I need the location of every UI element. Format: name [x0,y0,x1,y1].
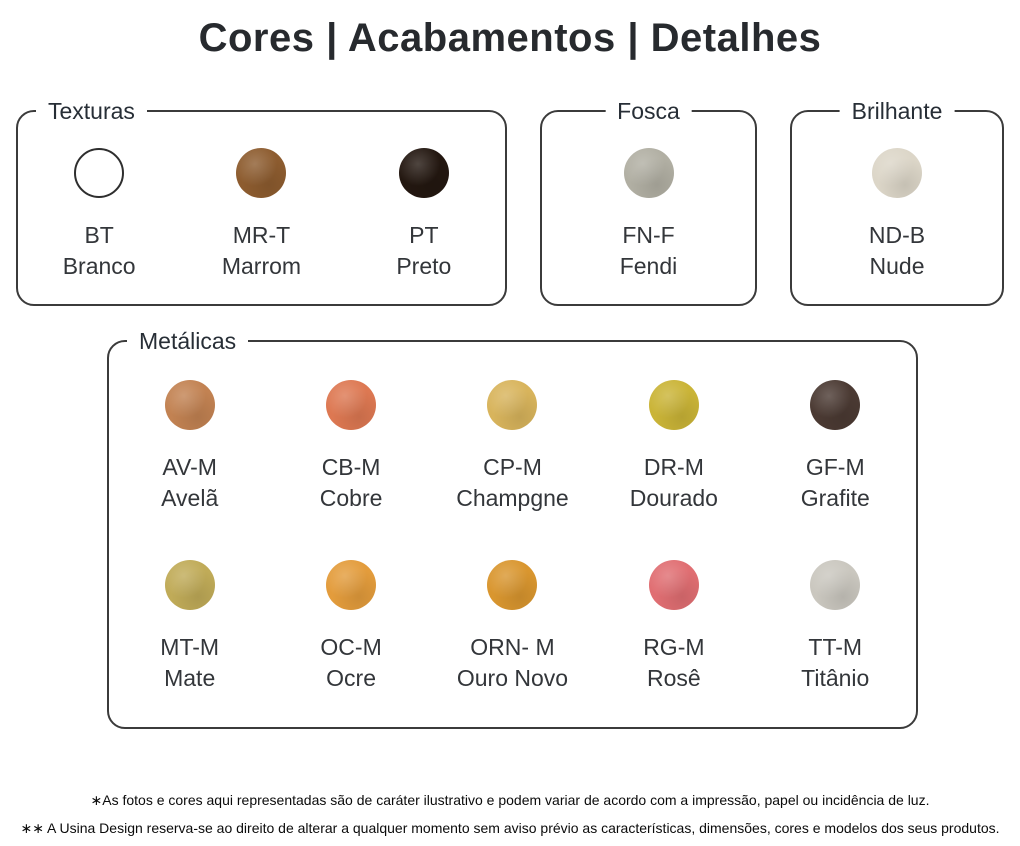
color-dot-mate [164,560,215,610]
color-dot-marrom [236,148,287,198]
swatch-code: MR-T [232,222,291,248]
swatch-name: Titânio [801,665,870,691]
swatch-pt-preto: PT Preto [362,148,486,280]
swatch-code: MT-M [160,634,220,660]
color-dot-nude [872,148,922,198]
swatch-name: Rosê [647,665,701,691]
swatch-ornm-ouro-novo: ORN- M Ouro Novo [450,560,574,692]
fosca-swatch-row: FN-F Fendi [542,148,755,280]
color-dot-titanio [810,560,861,610]
section-brilhante-label: Brilhante [839,95,955,127]
swatch-code: GF-M [805,454,865,480]
swatch-name: Branco [62,253,136,279]
swatch-code: TT-M [808,634,863,660]
swatch-fnf-fendi: FN-F Fendi [587,148,711,280]
swatch-gfm-grafite: GF-M Grafite [773,380,897,512]
swatch-name: Ouro Novo [456,665,569,691]
swatch-code: ORN- M [470,634,555,660]
swatch-ndb-nude: ND-B Nude [835,148,959,280]
section-fosca-label: Fosca [605,95,692,127]
swatch-code: FN-F [622,222,675,248]
page-title: Cores | Acabamentos | Detalhes [198,16,822,60]
color-dot-rose [648,560,699,610]
color-dot-branco [74,148,125,198]
brilhante-swatch-row: ND-B Nude [792,148,1002,280]
color-dot-ouro-novo [487,560,538,610]
swatch-code: AV-M [162,454,217,480]
swatch-code: CB-M [321,454,381,480]
color-dot-cobre [326,380,377,430]
swatch-name: Ocre [326,665,376,691]
footnote-illustrative: ∗As fotos e cores aqui representadas são… [90,792,930,808]
swatch-name: Cobre [319,485,383,511]
swatch-code: DR-M [643,454,704,480]
swatch-code: OC-M [320,634,382,660]
swatch-avm-avela: AV-M Avelã [128,380,252,512]
swatch-cpm-champgne: CP-M Champgne [450,380,574,512]
footnote-rights: ∗∗ A Usina Design reserva-se ao direito … [20,820,1000,836]
swatch-ocm-ocre: OC-M Ocre [289,560,413,692]
swatch-code: BT [84,222,114,248]
swatch-bt-branco: BT Branco [37,148,161,280]
swatch-code: RG-M [643,634,705,660]
section-fosca: Fosca FN-F Fendi [540,95,757,306]
swatch-name: Fendi [619,253,678,279]
color-dot-ocre [326,560,377,610]
footnotes: ∗As fotos e cores aqui representadas são… [0,786,1020,842]
swatch-ttm-titanio: TT-M Titânio [773,560,897,692]
section-metalicas-label: Metálicas [127,325,249,357]
swatch-name: Marrom [221,253,302,279]
metalicas-row-2: MT-M Mate OC-M Ocre ORN- M Ouro Novo RG-… [109,560,916,692]
swatch-name: Avelã [161,485,219,511]
swatch-mrt-marrom: MR-T Marrom [199,148,323,280]
swatch-name: Mate [164,665,216,691]
swatch-drm-dourado: DR-M Dourado [612,380,736,512]
section-brilhante: Brilhante ND-B Nude [790,95,1004,306]
section-metalicas: Metálicas AV-M Avelã CB-M Cobre CP-M Cha… [107,325,918,729]
color-dot-preto [398,148,449,198]
color-dot-avela [164,380,215,430]
swatch-code: CP-M [483,454,542,480]
swatch-mtm-mate: MT-M Mate [128,560,252,692]
color-dot-champgne [487,380,538,430]
swatch-name: Preto [396,253,452,279]
swatch-name: Grafite [800,485,870,511]
color-dot-grafite [810,380,861,430]
color-dot-fendi [623,148,674,198]
section-texturas: Texturas BT Branco MR-T Marrom PT Preto [16,95,507,306]
metalicas-row-1: AV-M Avelã CB-M Cobre CP-M Champgne DR-M… [109,380,916,512]
swatch-name: Champgne [456,485,569,511]
swatch-name: Dourado [629,485,718,511]
swatch-code: ND-B [868,222,926,248]
section-texturas-label: Texturas [36,95,147,127]
swatch-rgm-rose: RG-M Rosê [612,560,736,692]
swatch-name: Nude [869,253,925,279]
texturas-swatch-row: BT Branco MR-T Marrom PT Preto [18,148,505,280]
swatch-cbm-cobre: CB-M Cobre [289,380,413,512]
color-dot-dourado [648,380,699,430]
swatch-code: PT [409,222,439,248]
